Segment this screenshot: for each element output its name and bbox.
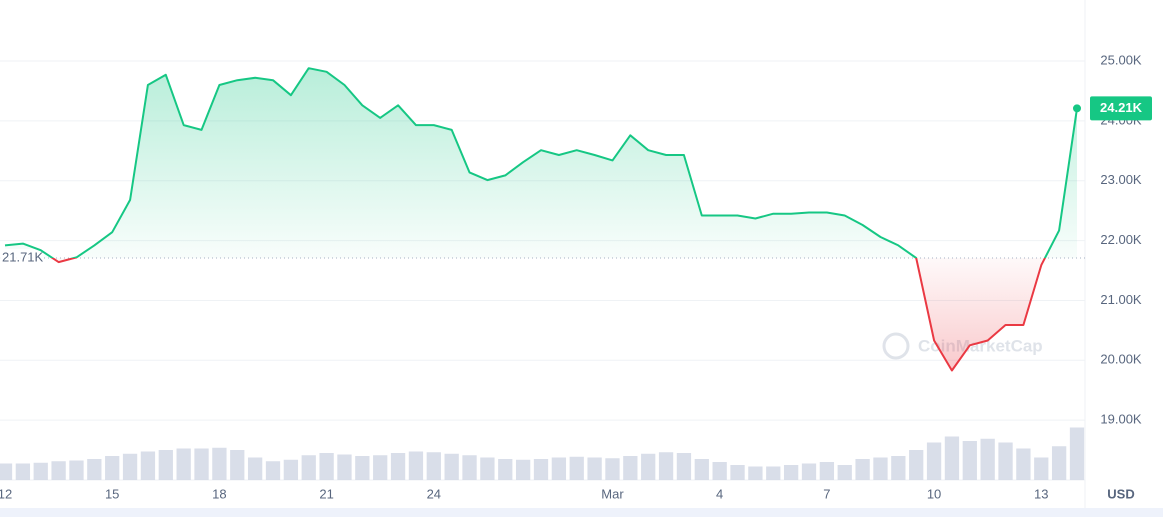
volume-bar [623, 456, 638, 480]
volume-bar [533, 459, 549, 480]
watermark-logo [882, 332, 910, 360]
volume-bar [426, 452, 441, 480]
volume-bar [712, 462, 727, 480]
x-tick-label: 21 [319, 486, 333, 501]
volume-bar [444, 453, 459, 480]
volume-bar [105, 456, 120, 480]
volume-bar [1034, 457, 1049, 480]
price-line [4, 67, 1078, 372]
price-area [5, 68, 1077, 371]
volume-bar [855, 459, 870, 480]
volume-bar [980, 438, 995, 480]
volume-bar [1051, 446, 1067, 480]
x-tick-label: 15 [105, 486, 119, 501]
x-tick-label: 13 [1034, 486, 1048, 501]
y-tick-label: 20.00K [1100, 352, 1142, 367]
volume-bar [69, 460, 84, 480]
volume-bar [962, 441, 977, 480]
x-tick-label: 4 [716, 486, 723, 501]
bottom-strip [0, 508, 1163, 517]
volume-bar [766, 466, 781, 480]
volume-bar [891, 456, 906, 480]
x-tick-label: Mar [601, 486, 624, 501]
price-badge-label: 24.21K [1100, 100, 1143, 115]
volume-bar [1069, 427, 1085, 480]
volume-bar [569, 456, 584, 480]
y-tick-label: 19.00K [1100, 412, 1142, 427]
volume-bar [0, 463, 13, 480]
volume-bar [122, 453, 138, 480]
volume-bar [247, 457, 263, 480]
y-tick-label: 21.00K [1100, 292, 1142, 307]
volume-bar [390, 453, 406, 480]
volume-bar [355, 456, 370, 480]
volume-bar [283, 459, 299, 480]
volume-bar [551, 457, 567, 480]
x-tick-label: 10 [927, 486, 941, 501]
volume-bar [873, 457, 888, 480]
volume-bar [926, 442, 942, 480]
price-badge [1090, 96, 1152, 121]
volume-bar [498, 459, 513, 480]
y-tick-label: 22.00K [1100, 232, 1142, 247]
volume-bar [158, 450, 173, 480]
volume-bar [837, 465, 852, 480]
last-point [1073, 104, 1081, 113]
volume-bar [783, 465, 799, 480]
y-tick-label: 25.00K [1100, 52, 1142, 67]
volume-bar [15, 463, 31, 480]
x-tick-label: 7 [823, 486, 830, 501]
y-tick-label: 23.00K [1100, 172, 1142, 187]
volume-bar [51, 461, 66, 480]
volume-bar [265, 461, 281, 480]
volume-bar [1016, 448, 1031, 480]
volume-bar [33, 462, 48, 480]
volume-bar [176, 448, 191, 480]
volume-bar [605, 458, 620, 480]
volume-bar [408, 451, 424, 480]
volume-bar [319, 453, 334, 480]
x-tick-label: 18 [212, 486, 226, 501]
volume-bar [944, 436, 960, 480]
volume-bar [301, 455, 316, 480]
volume-bar [373, 455, 388, 480]
volume-bar [658, 452, 674, 480]
volume-bar [801, 463, 817, 480]
volume-bar [480, 457, 495, 480]
volume-bar [194, 448, 209, 480]
volume-bar [909, 450, 924, 480]
volume-bar [230, 450, 245, 480]
unit-label: USD [1107, 486, 1134, 501]
volume-bar [462, 455, 477, 480]
volume-bar [515, 459, 531, 480]
volume-bar [676, 453, 692, 480]
x-tick-label: 12 [0, 486, 12, 501]
volume-bar [748, 466, 763, 480]
volume-bar [641, 453, 656, 480]
volume-bar [337, 454, 352, 480]
baseline-label-bg [0, 248, 44, 267]
volume-bar [140, 451, 156, 480]
volume-bar [998, 442, 1013, 480]
volume-bar [819, 462, 835, 480]
volume-bar [730, 465, 745, 480]
volume-bar [212, 447, 227, 480]
volume-bar [87, 459, 102, 480]
volume-bar [587, 457, 602, 480]
x-tick-label: 24 [427, 486, 441, 501]
baseline-label: 21.71K [2, 249, 44, 264]
volume-bar [694, 459, 709, 480]
